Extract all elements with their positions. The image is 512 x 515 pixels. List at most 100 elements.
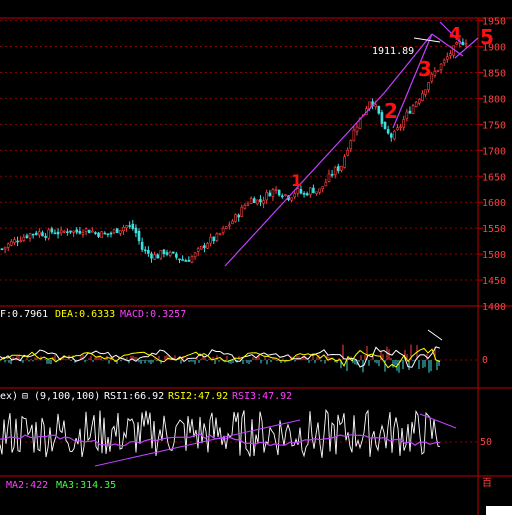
macd-zero-label: 0 (482, 355, 489, 366)
candle-body (200, 245, 203, 250)
wave-trendline (454, 37, 479, 59)
candle-body (209, 236, 212, 244)
candle-body (165, 252, 169, 255)
macd-divergence-line (427, 329, 443, 341)
rsi-corner-label: 百 (482, 478, 492, 489)
candle-body (277, 189, 281, 196)
wave-count-label: 2 (384, 99, 398, 123)
candle-body (19, 240, 22, 243)
candle-body (312, 187, 315, 194)
candle-body (237, 214, 240, 218)
price-axis-tick-label: 1650 (482, 172, 506, 183)
candle-body (81, 232, 85, 235)
candle-body (399, 126, 402, 128)
candle-body (308, 187, 312, 195)
candle-body (280, 195, 284, 198)
candle-body (215, 233, 219, 241)
candle-body (16, 240, 19, 243)
candle-body (408, 110, 412, 114)
rsi1-line (0, 408, 441, 458)
candle-body (324, 181, 328, 187)
candle-body (346, 149, 349, 156)
candle-body (374, 104, 377, 107)
candle-body (78, 230, 82, 234)
candle-body (143, 249, 147, 252)
candle-body (321, 186, 325, 190)
candle-body (206, 243, 209, 249)
candle-body (436, 69, 440, 72)
candle-body (256, 199, 259, 205)
candle-body (393, 130, 396, 140)
candle-body (240, 206, 244, 218)
candle-body (427, 82, 430, 91)
candle-body (3, 246, 7, 250)
candle-body (62, 230, 66, 233)
candle-body (424, 89, 427, 95)
wave-count-label: 1 (291, 171, 302, 190)
price-axis-tick-label: 1400 (482, 302, 506, 313)
candle-body (449, 53, 452, 56)
candle-body (389, 133, 393, 138)
candle-body (72, 230, 75, 233)
candle-body (259, 199, 262, 203)
candle-body (10, 241, 13, 246)
candle-body (112, 229, 116, 233)
macd-dea-line (0, 347, 441, 369)
candle-body (439, 63, 443, 71)
candle-body (221, 227, 225, 234)
candle-body (377, 105, 381, 114)
candle-body (103, 232, 107, 235)
candle-body (340, 165, 343, 171)
candle-body (196, 248, 200, 252)
rsi-collapse-toggle[interactable]: ⊟ (22, 391, 29, 402)
candle-body (31, 233, 35, 236)
candle-body (171, 251, 175, 254)
candle-body (131, 223, 135, 229)
candle-body (22, 236, 26, 241)
macd-dea-label: DEA:0.6333 (55, 309, 116, 320)
macd-diff-line (0, 346, 441, 368)
candle-body (119, 229, 122, 234)
candle-body (380, 112, 384, 124)
price-axis-tick-label: 1500 (482, 250, 506, 261)
candle-body (318, 188, 321, 193)
candle-body (156, 254, 160, 259)
candle-body (150, 253, 153, 259)
candle-body (175, 253, 178, 258)
candle-body (252, 198, 256, 204)
candle-body (452, 45, 455, 56)
candle-body (249, 198, 253, 204)
candle-body (421, 93, 424, 101)
candle-body (383, 121, 387, 130)
candle-body (315, 191, 318, 194)
candle-body (402, 119, 406, 128)
candle-body (433, 70, 437, 76)
candle-body (134, 227, 138, 234)
candle-body (25, 235, 29, 238)
candle-body (162, 249, 166, 255)
candle-body (296, 188, 300, 194)
candle-body (84, 228, 88, 232)
candle-body (122, 227, 125, 231)
candle-body (358, 117, 362, 129)
candle-body (386, 129, 390, 134)
candle-body (53, 232, 57, 235)
candle-body (187, 259, 191, 262)
candle-body (178, 258, 181, 261)
candle-body (330, 174, 334, 176)
rsi2-label: RSI2:47.92 (168, 391, 229, 402)
candle-body (115, 228, 119, 234)
price-axis-tick-label: 1850 (482, 68, 506, 79)
candle-body (137, 230, 141, 242)
candle-body (299, 189, 303, 194)
candle-body (284, 194, 287, 196)
candle-body (446, 56, 449, 60)
candle-body (327, 173, 331, 182)
candle-body (0, 248, 4, 251)
candle-body (87, 229, 91, 234)
candle-body (66, 231, 69, 233)
candle-body (231, 220, 234, 225)
candle-body (38, 231, 41, 236)
price-axis-tick-label: 1600 (482, 198, 506, 209)
